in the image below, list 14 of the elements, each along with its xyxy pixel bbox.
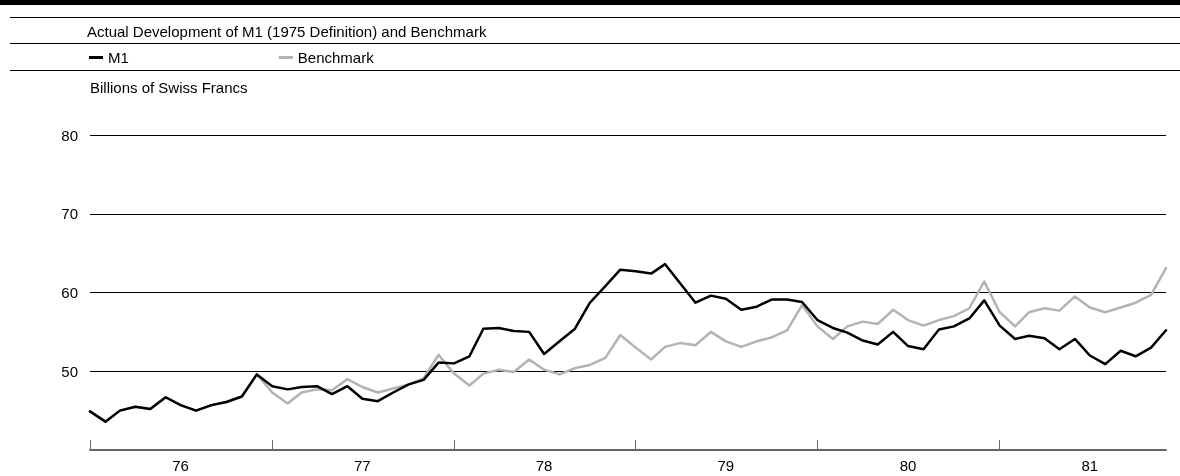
x-tick-label: 77 (354, 457, 371, 474)
x-tick-label: 76 (172, 457, 189, 474)
x-tick-label: 80 (899, 457, 917, 474)
legend-label: Benchmark (297, 49, 375, 66)
y-tick-label: 60 (61, 284, 78, 301)
y-tick-label: 80 (61, 126, 78, 144)
chart-title: Actual Development of M1 (1975 Definition) and Benchmark (87, 23, 487, 40)
legend-label: M1 (108, 49, 129, 66)
x-tick-label: 79 (717, 457, 735, 474)
x-tick-label: 78 (535, 457, 553, 474)
y-tick-label: 70 (61, 205, 78, 223)
x-tick-label: 81 (1081, 457, 1099, 474)
y-axis-title: Billions of Swiss Francs (90, 79, 248, 96)
y-tick-label: 50 (61, 362, 78, 380)
